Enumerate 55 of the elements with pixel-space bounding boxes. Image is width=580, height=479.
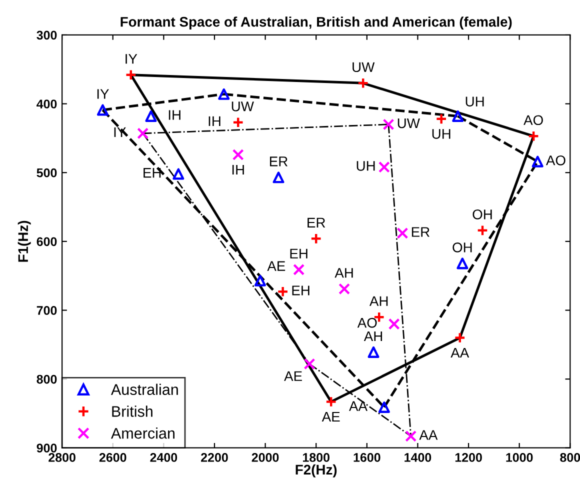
x-tick-label: 800 <box>560 453 580 462</box>
x-tick-label: 1800 <box>302 453 330 462</box>
annotation: AA <box>450 348 470 358</box>
x-tick-label: 1200 <box>455 453 482 462</box>
chart-title: Formant Space of Australian, British and American (female) <box>120 16 512 30</box>
legend-label: Amercian <box>110 428 174 439</box>
x-tick-label: 2400 <box>150 453 178 462</box>
annotation: IH <box>208 116 220 126</box>
annotation: OH <box>472 209 492 220</box>
annotation: IH <box>168 110 180 120</box>
annotation: IY <box>97 89 109 99</box>
annotation: ER <box>308 218 326 228</box>
annotation: UH <box>356 161 375 171</box>
annotation: IY <box>126 54 138 64</box>
annotation: OH <box>452 242 472 252</box>
annotation: EH <box>144 168 161 178</box>
annotation: UW <box>232 102 254 112</box>
legend-label: British <box>112 406 152 417</box>
x-tick-label: 2000 <box>252 453 279 462</box>
x-tick-label: 2800 <box>48 453 76 462</box>
x-tick-label: 1400 <box>404 453 432 462</box>
annotation: AA <box>349 401 368 411</box>
annotation: AH <box>364 331 382 341</box>
annotation: EH <box>292 286 310 296</box>
annotation: AO <box>546 155 566 166</box>
annotation: UH <box>432 129 450 139</box>
x-axis-title: F2(Hz) <box>296 464 337 478</box>
annotation: AE <box>322 412 340 422</box>
annotation: AO <box>357 318 377 328</box>
annotation: UW <box>398 118 420 128</box>
y-tick-label: 400 <box>36 100 57 108</box>
annotation: AE <box>267 261 286 271</box>
annotation: AH <box>369 296 388 306</box>
x-tick-label: 2200 <box>201 453 228 462</box>
legend-label: Australian <box>110 384 178 395</box>
annotation: AO <box>524 115 543 126</box>
annotation: AA <box>419 430 438 440</box>
y-tick-label: 300 <box>36 30 57 40</box>
annotation: UW <box>352 62 375 72</box>
y-tick-label: 700 <box>36 306 57 315</box>
annotation: UH <box>466 96 484 106</box>
annotation: AE <box>284 371 302 381</box>
x-tick-label: 1600 <box>354 453 380 462</box>
y-tick-label: 600 <box>36 237 57 246</box>
y-tick-label: 800 <box>36 374 57 384</box>
x-tick-label: 1000 <box>506 453 533 462</box>
y-tick-label: 500 <box>36 168 57 178</box>
annotation: EH <box>290 248 308 258</box>
annotation: ER <box>412 227 430 237</box>
y-axis-title: F1(Hz) <box>18 220 31 262</box>
annotation: ER <box>270 156 288 166</box>
y-tick-label: 900 <box>36 444 57 453</box>
annotation: IH <box>232 164 244 174</box>
x-tick-label: 2600 <box>99 453 126 462</box>
annotation: AH <box>334 268 353 278</box>
